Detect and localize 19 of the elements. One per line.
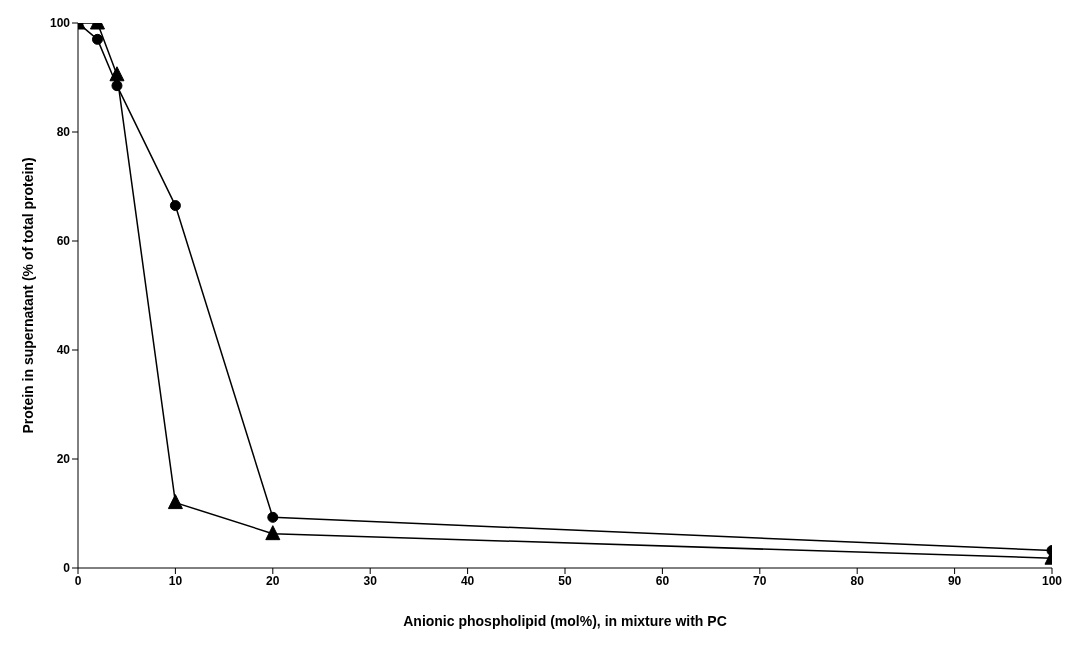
x-tick-label: 30 [363, 573, 378, 588]
x-tick-label: 70 [753, 573, 767, 588]
x-tick-label: 10 [168, 573, 183, 588]
x-tick-label: 20 [266, 573, 280, 588]
y-tick-label: 80 [56, 125, 71, 140]
y-tick-label: 100 [49, 16, 71, 31]
x-tick-label: 100 [1041, 573, 1063, 588]
y-tick-label: 20 [56, 452, 71, 467]
x-axis-title: Anionic phospholipid (mol%), in mixture with PC [403, 612, 727, 629]
y-tick-label: 60 [56, 234, 71, 249]
x-tick-label: 40 [460, 573, 475, 588]
y-tick-label: 40 [56, 343, 71, 358]
x-tick-label: 60 [655, 573, 670, 588]
x-tick-label: 80 [850, 573, 865, 588]
y-tick-label: 0 [63, 561, 71, 576]
x-tick-label: 0 [74, 573, 82, 588]
x-tick-label: 90 [947, 573, 962, 588]
y-axis-title: Protein in supernatant (% of total protein) [19, 157, 36, 434]
x-tick-label: 50 [558, 573, 572, 588]
